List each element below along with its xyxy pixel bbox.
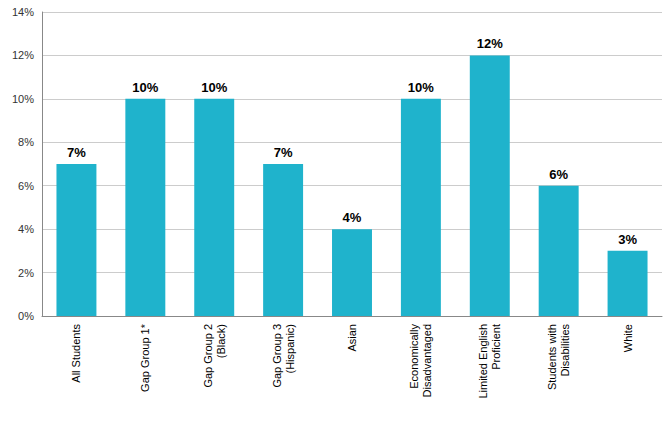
svg-text:2%: 2% (18, 267, 34, 279)
svg-text:Economically: Economically (408, 324, 420, 389)
svg-text:Disabilities: Disabilities (559, 324, 571, 377)
svg-text:7%: 7% (67, 145, 86, 160)
svg-text:Proficient: Proficient (490, 324, 502, 370)
svg-text:Students with: Students with (546, 324, 558, 390)
svg-text:Gap Group 1*: Gap Group 1* (139, 323, 151, 392)
svg-text:All Students: All Students (70, 324, 82, 383)
svg-text:6%: 6% (549, 167, 568, 182)
svg-text:7%: 7% (274, 145, 293, 160)
svg-text:0%: 0% (18, 310, 34, 322)
svg-text:White: White (622, 324, 634, 352)
svg-text:(Hispanic): (Hispanic) (284, 324, 296, 374)
svg-text:14%: 14% (12, 6, 34, 18)
svg-text:12%: 12% (477, 36, 503, 51)
svg-text:4%: 4% (18, 223, 34, 235)
svg-text:4%: 4% (343, 210, 362, 225)
svg-text:6%: 6% (18, 180, 34, 192)
svg-text:Disadvantaged: Disadvantaged (421, 324, 433, 397)
svg-text:Gap Group 3: Gap Group 3 (271, 324, 283, 388)
svg-text:Limited English: Limited English (477, 324, 489, 399)
svg-text:12%: 12% (12, 49, 34, 61)
svg-text:10%: 10% (408, 80, 434, 95)
svg-text:8%: 8% (18, 136, 34, 148)
svg-text:3%: 3% (618, 232, 637, 247)
svg-text:Gap Group 2: Gap Group 2 (202, 324, 214, 388)
svg-text:Asian: Asian (346, 324, 358, 352)
svg-text:10%: 10% (201, 80, 227, 95)
svg-text:(Black): (Black) (215, 324, 227, 358)
svg-text:10%: 10% (132, 80, 158, 95)
svg-text:10%: 10% (12, 93, 34, 105)
